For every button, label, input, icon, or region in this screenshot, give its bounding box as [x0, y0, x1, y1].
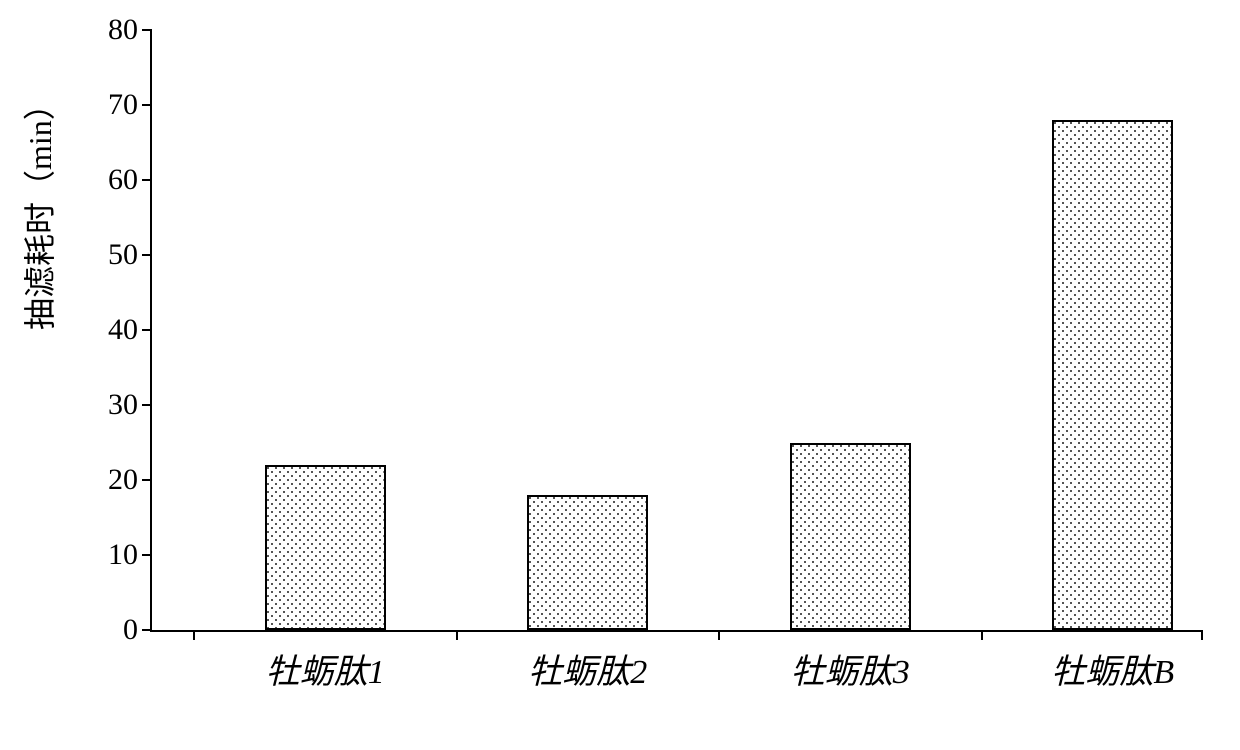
- x-tick: [981, 630, 983, 640]
- y-tick: [142, 104, 152, 106]
- y-tick-label: 50: [108, 238, 138, 272]
- x-tick: [718, 630, 720, 640]
- y-tick: [142, 554, 152, 556]
- bar: [527, 495, 648, 630]
- plot-area: 01020304050607080牡蛎肽1牡蛎肽2牡蛎肽3牡蛎肽B: [150, 30, 1202, 632]
- y-tick: [142, 329, 152, 331]
- x-tick: [193, 630, 195, 640]
- y-tick-label: 0: [123, 613, 138, 647]
- x-category-label: 牡蛎肽B: [1051, 644, 1174, 693]
- y-tick-label: 80: [108, 13, 138, 47]
- y-tick-label: 10: [108, 538, 138, 572]
- y-tick-label: 40: [108, 313, 138, 347]
- y-tick: [142, 254, 152, 256]
- x-category-label: 牡蛎肽1: [266, 644, 385, 693]
- y-tick-label: 70: [108, 88, 138, 122]
- chart-container: 抽滤耗时（min） 01020304050607080牡蛎肽1牡蛎肽2牡蛎肽3牡…: [0, 0, 1240, 750]
- bar: [265, 465, 386, 630]
- bar: [1052, 120, 1173, 630]
- y-tick: [142, 29, 152, 31]
- y-tick: [142, 629, 152, 631]
- y-tick-label: 30: [108, 388, 138, 422]
- y-tick: [142, 179, 152, 181]
- y-axis-title-text: 抽滤耗时（min）: [22, 88, 58, 330]
- y-tick: [142, 479, 152, 481]
- y-axis-title: 抽滤耗时（min）: [15, 88, 61, 330]
- bar: [790, 443, 911, 631]
- y-tick-label: 60: [108, 163, 138, 197]
- x-category-label: 牡蛎肽2: [528, 644, 647, 693]
- y-tick: [142, 404, 152, 406]
- x-tick: [1201, 630, 1203, 640]
- y-tick-label: 20: [108, 463, 138, 497]
- x-category-label: 牡蛎肽3: [791, 644, 910, 693]
- x-tick: [456, 630, 458, 640]
